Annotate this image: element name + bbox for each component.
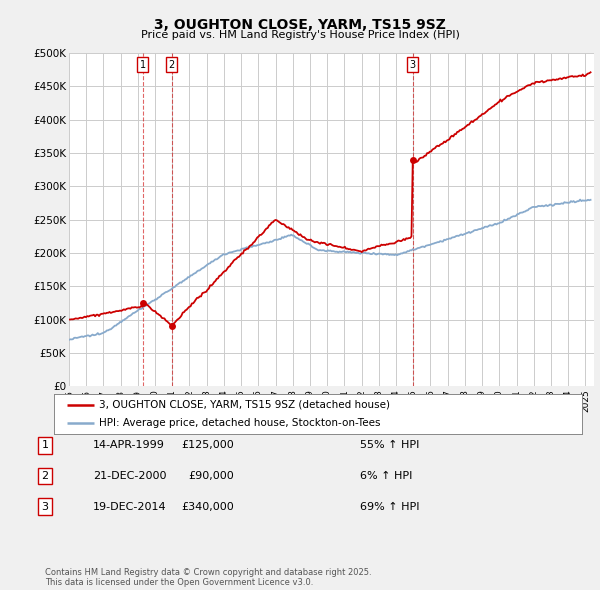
Text: Price paid vs. HM Land Registry's House Price Index (HPI): Price paid vs. HM Land Registry's House … [140,30,460,40]
Text: 1: 1 [140,60,146,70]
Text: 3: 3 [410,60,416,70]
Text: 3, OUGHTON CLOSE, YARM, TS15 9SZ: 3, OUGHTON CLOSE, YARM, TS15 9SZ [154,18,446,32]
Text: 1: 1 [41,441,49,450]
Text: £90,000: £90,000 [188,471,234,481]
Text: HPI: Average price, detached house, Stockton-on-Tees: HPI: Average price, detached house, Stoc… [99,418,380,428]
Text: 2: 2 [41,471,49,481]
Text: 55% ↑ HPI: 55% ↑ HPI [360,441,419,450]
Text: 69% ↑ HPI: 69% ↑ HPI [360,502,419,512]
Text: 2: 2 [169,60,175,70]
Text: 3, OUGHTON CLOSE, YARM, TS15 9SZ (detached house): 3, OUGHTON CLOSE, YARM, TS15 9SZ (detach… [99,400,390,410]
Text: 19-DEC-2014: 19-DEC-2014 [93,502,167,512]
Text: 14-APR-1999: 14-APR-1999 [93,441,165,450]
Text: 3: 3 [41,502,49,512]
Text: 21-DEC-2000: 21-DEC-2000 [93,471,167,481]
Text: £125,000: £125,000 [181,441,234,450]
Text: Contains HM Land Registry data © Crown copyright and database right 2025.
This d: Contains HM Land Registry data © Crown c… [45,568,371,587]
Text: £340,000: £340,000 [181,502,234,512]
Text: 6% ↑ HPI: 6% ↑ HPI [360,471,412,481]
